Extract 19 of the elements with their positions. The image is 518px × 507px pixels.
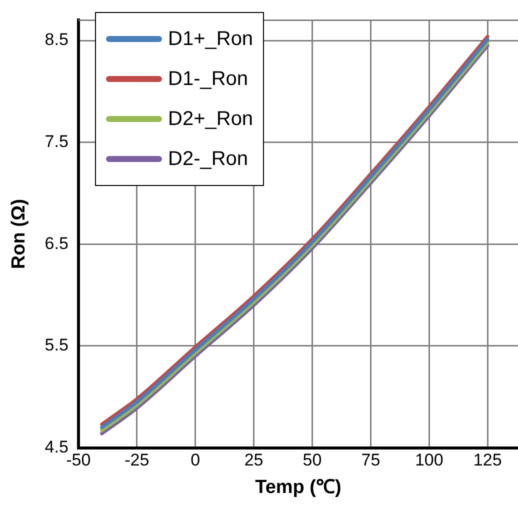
y-axis-title: Ron (Ω) xyxy=(8,198,30,270)
legend-label: D1-_Ron xyxy=(168,68,248,90)
y-tick-label: 7.5 xyxy=(44,132,68,152)
x-tick-label: 75 xyxy=(361,450,380,470)
x-tick-label: -25 xyxy=(124,450,150,470)
x-tick-label: 50 xyxy=(302,450,322,470)
x-axis-title: Temp (℃) xyxy=(255,476,342,498)
legend-label: D2+_Ron xyxy=(168,108,254,130)
y-tick-label: 8.5 xyxy=(44,30,68,50)
y-tick-label: 5.5 xyxy=(44,336,68,355)
x-tick-label: 100 xyxy=(414,450,444,470)
x-tick-label: 0 xyxy=(190,450,200,470)
y-tick-label: 6.5 xyxy=(44,234,68,253)
legend-label: D2-_Ron xyxy=(168,148,248,170)
x-tick-label: 25 xyxy=(244,450,264,470)
y-tick-label: 4.5 xyxy=(44,437,68,456)
x-tick-label: 125 xyxy=(473,450,502,470)
legend-label: D1+_Ron xyxy=(168,28,254,50)
x-tick-label: -50 xyxy=(66,450,91,470)
